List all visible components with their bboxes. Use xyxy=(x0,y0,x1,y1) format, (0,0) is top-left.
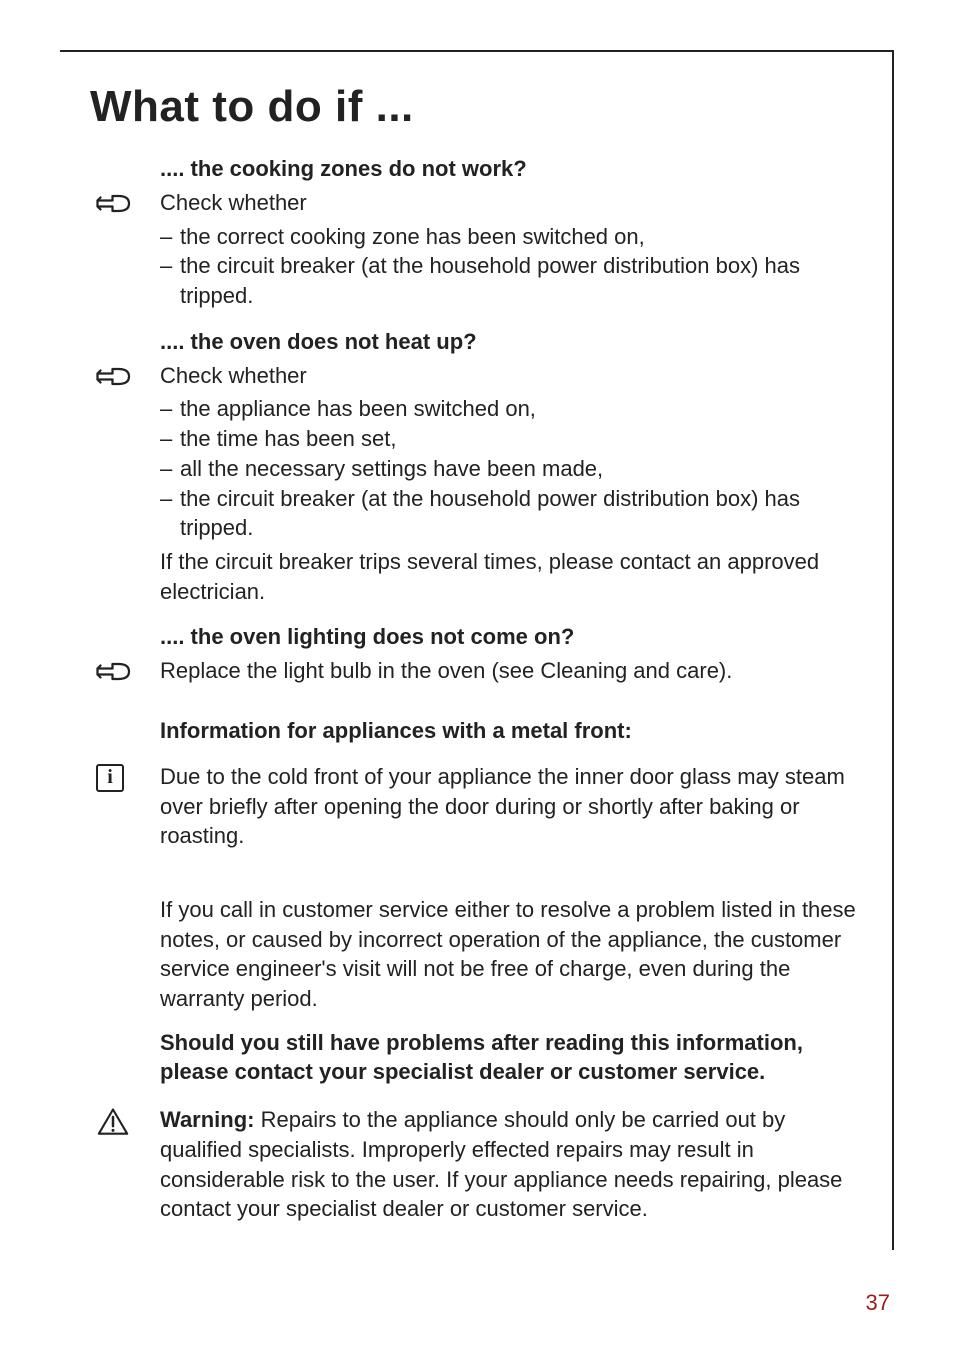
block-oven-heat: Check whether –the appliance has been sw… xyxy=(96,361,862,611)
heading-cooking-zones: .... the cooking zones do not work? xyxy=(160,156,862,182)
list-item: –the circuit breaker (at the household p… xyxy=(160,251,862,310)
body-text: Replace the light bulb in the oven (see … xyxy=(160,656,862,686)
hand-icon xyxy=(96,188,160,219)
body-oven-heat: Check whether –the appliance has been sw… xyxy=(160,361,862,611)
page-number: 37 xyxy=(866,1290,890,1316)
heading-oven-light: .... the oven lighting does not come on? xyxy=(160,624,862,650)
body-oven-light: Replace the light bulb in the oven (see … xyxy=(160,656,862,690)
list-item: –all the necessary settings have been ma… xyxy=(160,454,862,484)
page-title: What to do if ... xyxy=(90,82,862,132)
trailer-text: If the circuit breaker trips several tim… xyxy=(160,547,862,606)
still-problems-note: Should you still have problems after rea… xyxy=(160,1028,862,1087)
warning-label: Warning: xyxy=(160,1107,255,1132)
heading-oven-heat: .... the oven does not heat up? xyxy=(160,329,862,355)
section-oven-heat: .... the oven does not heat up? Check wh… xyxy=(60,329,862,611)
warning-text: Warning: Repairs to the appliance should… xyxy=(160,1105,862,1224)
list-item: –the correct cooking zone has been switc… xyxy=(160,222,862,252)
hand-icon xyxy=(96,656,160,687)
service-note: If you call in customer service either t… xyxy=(160,895,862,1014)
section-cooking-zones: .... the cooking zones do not work? Chec… xyxy=(60,156,862,315)
body-text: Due to the cold front of your appliance … xyxy=(160,762,862,851)
list-item: –the time has been set, xyxy=(160,424,862,454)
info-box-icon: i xyxy=(96,762,160,792)
manual-page: What to do if ... .... the cooking zones… xyxy=(0,0,954,1352)
block-warning: Warning: Repairs to the appliance should… xyxy=(96,1105,862,1228)
heading-metal-front: Information for appliances with a metal … xyxy=(160,718,862,744)
content-frame: What to do if ... .... the cooking zones… xyxy=(60,50,894,1250)
hand-icon xyxy=(96,361,160,392)
block-oven-light: Replace the light bulb in the oven (see … xyxy=(96,656,862,690)
body-warning: Warning: Repairs to the appliance should… xyxy=(160,1105,862,1228)
lead-text: Check whether xyxy=(160,361,862,391)
list-item: –the circuit breaker (at the household p… xyxy=(160,484,862,543)
warning-body: Repairs to the appliance should only be … xyxy=(160,1107,842,1221)
block-metal-front: i Due to the cold front of your applianc… xyxy=(96,762,862,855)
list-cooking-zones: –the correct cooking zone has been switc… xyxy=(160,222,862,311)
block-cooking-zones: Check whether –the correct cooking zone … xyxy=(96,188,862,315)
section-oven-light: .... the oven lighting does not come on?… xyxy=(60,624,862,690)
list-item: –the appliance has been switched on, xyxy=(160,394,862,424)
body-metal-front: Due to the cold front of your appliance … xyxy=(160,762,862,855)
list-oven-heat: –the appliance has been switched on, –th… xyxy=(160,394,862,542)
warning-triangle-icon xyxy=(96,1105,160,1142)
lead-text: Check whether xyxy=(160,188,862,218)
body-cooking-zones: Check whether –the correct cooking zone … xyxy=(160,188,862,315)
